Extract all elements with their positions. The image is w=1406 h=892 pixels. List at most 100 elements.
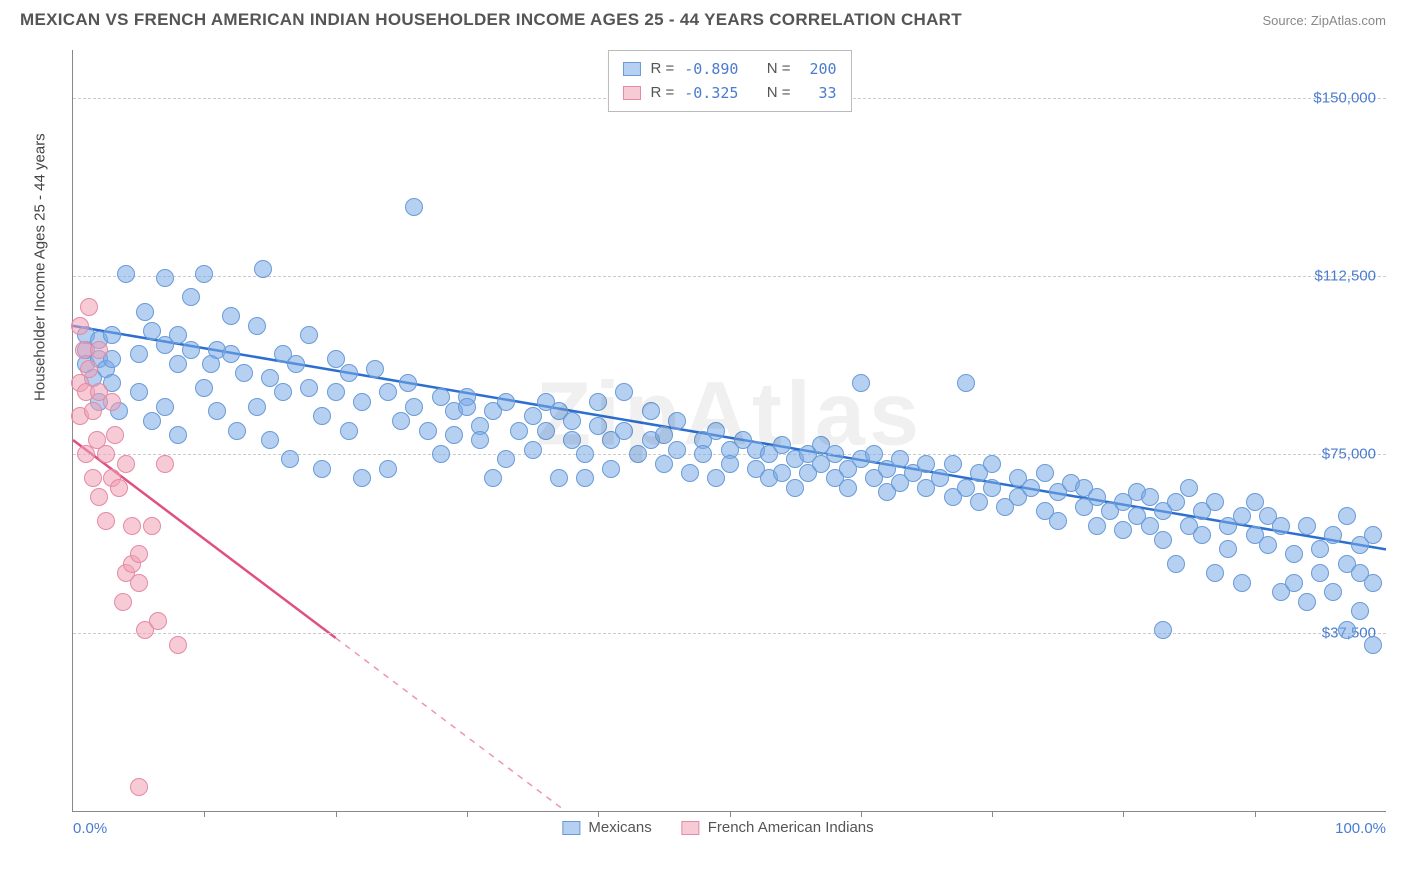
- data-point: [182, 288, 200, 306]
- legend-label: French American Indians: [708, 819, 874, 836]
- data-point: [287, 355, 305, 373]
- data-point: [130, 778, 148, 796]
- data-point: [143, 517, 161, 535]
- data-point: [1114, 521, 1132, 539]
- legend-item: French American Indians: [682, 819, 874, 836]
- data-point: [1154, 621, 1172, 639]
- data-point: [143, 412, 161, 430]
- data-point: [103, 326, 121, 344]
- data-point: [537, 422, 555, 440]
- data-point: [313, 460, 331, 478]
- data-point: [707, 469, 725, 487]
- legend-swatch: [682, 821, 700, 835]
- data-point: [668, 412, 686, 430]
- data-point: [1285, 545, 1303, 563]
- data-point: [84, 469, 102, 487]
- data-point: [1246, 493, 1264, 511]
- data-point: [399, 374, 417, 392]
- data-point: [254, 260, 272, 278]
- data-point: [1206, 493, 1224, 511]
- data-point: [576, 445, 594, 463]
- data-point: [1088, 517, 1106, 535]
- chart-container: Householder Income Ages 25 - 44 years Zi…: [50, 50, 1386, 842]
- data-point: [327, 383, 345, 401]
- x-tick: [1255, 811, 1256, 817]
- data-point: [235, 364, 253, 382]
- data-point: [84, 402, 102, 420]
- chart-title: MEXICAN VS FRENCH AMERICAN INDIAN HOUSEH…: [20, 10, 962, 30]
- data-point: [432, 445, 450, 463]
- data-point: [1154, 531, 1172, 549]
- data-point: [1324, 583, 1342, 601]
- data-point: [707, 422, 725, 440]
- r-label: R =: [650, 57, 674, 81]
- data-point: [228, 422, 246, 440]
- legend-swatch: [622, 62, 640, 76]
- data-point: [1180, 479, 1198, 497]
- source-credit: Source: ZipAtlas.com: [1262, 13, 1386, 28]
- data-point: [1324, 526, 1342, 544]
- data-point: [865, 445, 883, 463]
- data-point: [110, 479, 128, 497]
- data-point: [248, 398, 266, 416]
- data-point: [313, 407, 331, 425]
- data-point: [143, 322, 161, 340]
- data-point: [366, 360, 384, 378]
- data-point: [379, 460, 397, 478]
- data-point: [1036, 464, 1054, 482]
- data-point: [149, 612, 167, 630]
- data-point: [1022, 479, 1040, 497]
- data-point: [405, 398, 423, 416]
- data-point: [136, 303, 154, 321]
- data-point: [80, 360, 98, 378]
- data-point: [97, 512, 115, 530]
- data-point: [773, 436, 791, 454]
- data-point: [90, 341, 108, 359]
- data-point: [340, 422, 358, 440]
- data-point: [156, 398, 174, 416]
- data-point: [642, 402, 660, 420]
- data-point: [563, 412, 581, 430]
- data-point: [300, 326, 318, 344]
- data-point: [944, 455, 962, 473]
- data-point: [419, 422, 437, 440]
- data-point: [1311, 564, 1329, 582]
- data-point: [1364, 636, 1382, 654]
- data-point: [117, 265, 135, 283]
- data-point: [839, 479, 857, 497]
- x-tick: [336, 811, 337, 817]
- legend-swatch: [622, 86, 640, 100]
- data-point: [1259, 536, 1277, 554]
- n-label: N =: [767, 81, 791, 105]
- data-point: [970, 493, 988, 511]
- data-point: [182, 341, 200, 359]
- data-point: [1233, 507, 1251, 525]
- data-point: [405, 198, 423, 216]
- series-legend: MexicansFrench American Indians: [562, 819, 873, 836]
- data-point: [114, 593, 132, 611]
- data-point: [852, 374, 870, 392]
- grid-line: [73, 633, 1386, 634]
- data-point: [983, 479, 1001, 497]
- data-point: [340, 364, 358, 382]
- x-tick: [992, 811, 993, 817]
- data-point: [589, 417, 607, 435]
- data-point: [1049, 512, 1067, 530]
- data-point: [576, 469, 594, 487]
- data-point: [90, 488, 108, 506]
- data-point: [1193, 526, 1211, 544]
- data-point: [71, 317, 89, 335]
- data-point: [773, 464, 791, 482]
- data-point: [1338, 621, 1356, 639]
- data-point: [123, 517, 141, 535]
- data-point: [957, 374, 975, 392]
- data-point: [1351, 602, 1369, 620]
- data-point: [169, 636, 187, 654]
- data-point: [327, 350, 345, 368]
- plot-area: ZipAtlas R =-0.890 N =200R =-0.325 N =33…: [72, 50, 1386, 812]
- correlation-legend: R =-0.890 N =200R =-0.325 N =33: [607, 50, 851, 112]
- legend-row: R =-0.325 N =33: [622, 81, 836, 105]
- data-point: [130, 574, 148, 592]
- data-point: [524, 441, 542, 459]
- data-point: [1141, 488, 1159, 506]
